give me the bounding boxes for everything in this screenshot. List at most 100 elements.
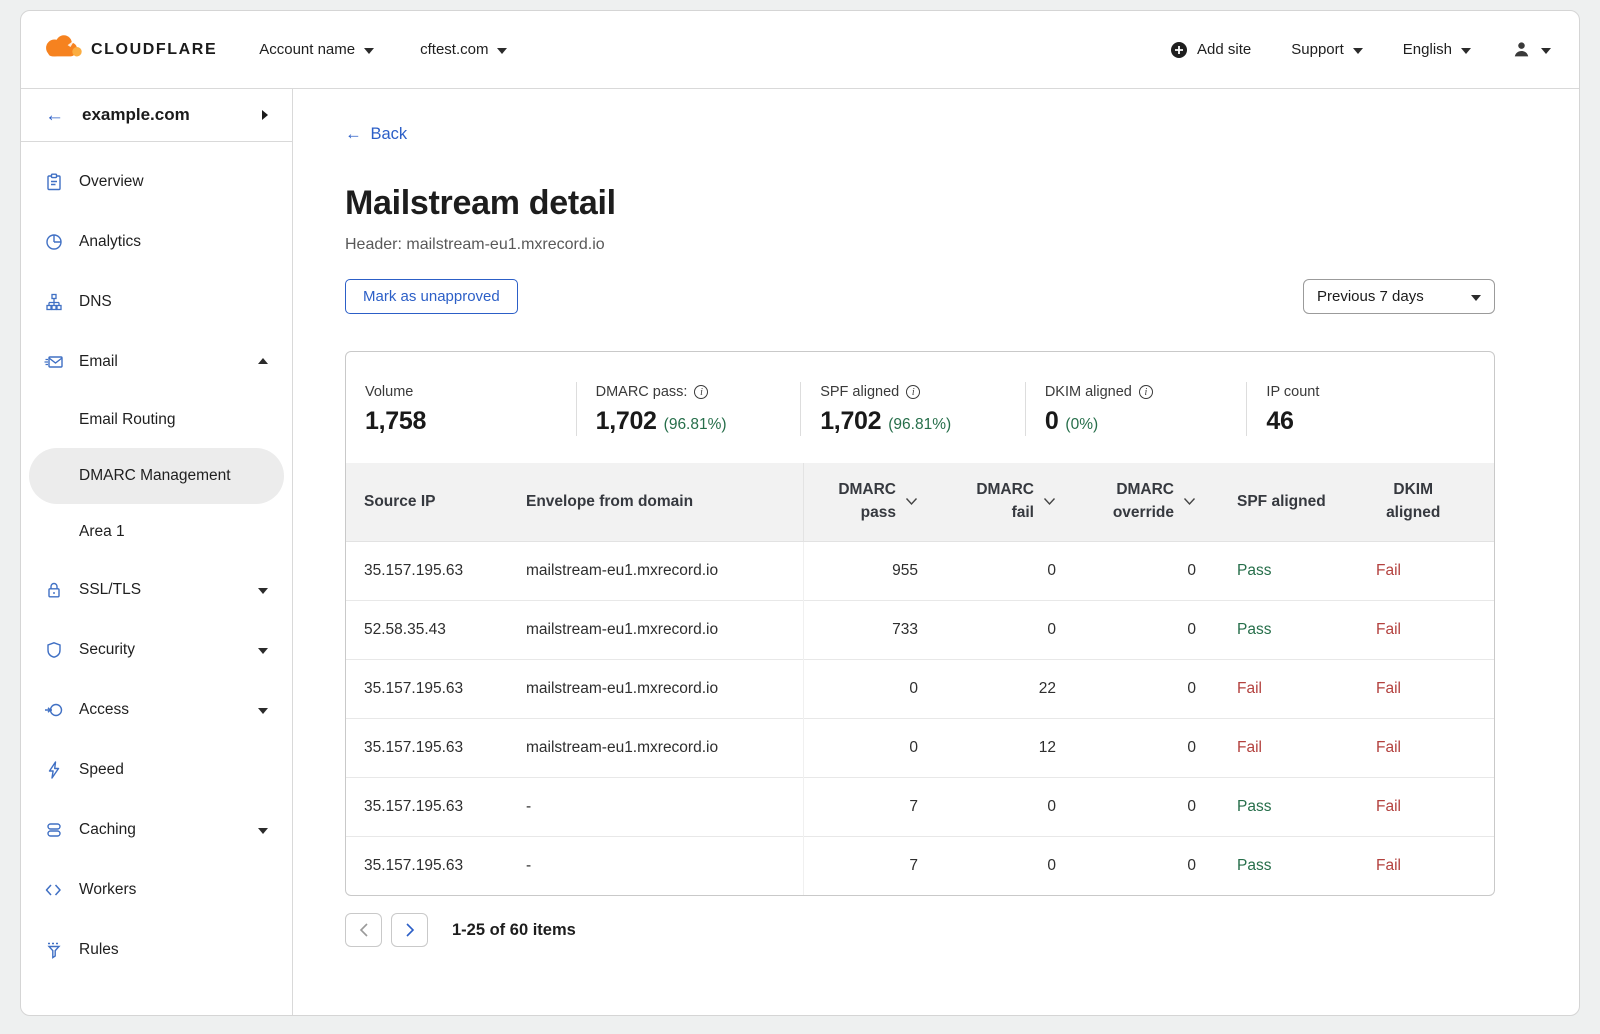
cloudflare-logo[interactable]: CLOUDFLARE (39, 32, 217, 67)
cell-dkim-aligned: Fail (1346, 776, 1494, 836)
column-header-dmarc-override[interactable]: DMARC override (1061, 463, 1201, 542)
stat-label: Volume (365, 384, 414, 400)
sidebar-item-dmarc-management[interactable]: DMARC Management (29, 448, 284, 504)
sort-icon[interactable] (905, 497, 918, 506)
stat-label: SPF aligned (820, 384, 900, 400)
sidebar-nav: Overview Analytics DNS Email Email Routing DM… (21, 142, 292, 990)
sidebar-item-rules[interactable]: Rules (29, 920, 284, 980)
sidebar-item-label: Workers (79, 881, 137, 898)
sidebar-item-label: Area 1 (79, 523, 125, 540)
sidebar-item-dns[interactable]: DNS (29, 272, 284, 332)
sidebar-item-access[interactable]: Access (29, 680, 284, 740)
info-icon[interactable]: i (694, 385, 709, 399)
cell-spf-aligned: Pass (1237, 561, 1272, 579)
sidebar-item-label: Rules (79, 941, 119, 958)
sort-icon[interactable] (1043, 497, 1056, 506)
clipboard-icon (43, 171, 65, 193)
cell-dmarc-pass: 0 (803, 658, 923, 718)
stat-value: 46 (1266, 407, 1294, 435)
sidebar-item-overview[interactable]: Overview (29, 152, 284, 212)
table-row: 35.157.195.63-7 0 0 Pass Fail (346, 776, 1494, 836)
info-icon[interactable]: i (1138, 385, 1153, 399)
cache-icon (43, 819, 65, 841)
cell-envelope-from: mailstream-eu1.mxrecord.io (526, 599, 804, 659)
language-menu[interactable]: English (1403, 41, 1471, 58)
chevron-right-icon (405, 923, 414, 937)
cell-envelope-from: mailstream-eu1.mxrecord.io (526, 541, 804, 600)
sidebar-item-email-routing[interactable]: Email Routing (29, 392, 284, 448)
cell-source-ip: 35.157.195.63 (346, 776, 526, 836)
period-select[interactable]: Previous 7 days (1303, 279, 1495, 314)
cell-spf-aligned: Pass (1201, 776, 1346, 836)
sidebar-item-security[interactable]: Security (29, 620, 284, 680)
cell-dmarc-fail: 0 (923, 835, 1061, 895)
chevron-right-icon (262, 110, 268, 120)
chevron-down-icon (258, 708, 268, 714)
cell-dkim-aligned: Fail (1376, 561, 1401, 579)
sidebar-item-label: Overview (79, 173, 144, 190)
sidebar-item-area-1[interactable]: Area 1 (29, 504, 284, 560)
funnel-icon (43, 939, 65, 961)
stat-ip-count: IP count 46 (1246, 382, 1494, 436)
cell-dmarc-pass: 7 (803, 776, 923, 836)
sidebar-item-label: Email Routing (79, 411, 176, 428)
user-menu[interactable] (1511, 39, 1551, 60)
pagination: 1-25 of 60 items (345, 913, 1579, 947)
stat-percent: (0%) (1065, 416, 1099, 433)
prev-page-button[interactable] (345, 913, 382, 947)
sidebar-item-caching[interactable]: Caching (29, 800, 284, 860)
support-menu[interactable]: Support (1291, 41, 1363, 58)
column-header-spf-aligned: SPF aligned (1201, 463, 1346, 542)
add-site-button[interactable]: Add site (1170, 41, 1251, 59)
chevron-down-icon (258, 828, 268, 834)
chevron-down-icon (1461, 47, 1471, 54)
cell-dmarc-override: 0 (1061, 776, 1201, 836)
envelope-icon (43, 351, 65, 373)
cell-dmarc-pass: 955 (892, 561, 918, 579)
stat-spf-aligned: SPF aligned i 1,702 (96.81%) (800, 382, 1025, 436)
cell-dmarc-override: 0 (1187, 561, 1196, 579)
account-menu[interactable]: Account name (259, 41, 375, 58)
sidebar-item-ssl-tls[interactable]: SSL/TLS (29, 560, 284, 620)
stat-label: DMARC pass: (595, 384, 688, 400)
sidebar-item-label: Access (79, 701, 129, 718)
cell-source-ip: 35.157.195.63 (346, 717, 526, 777)
cell-dmarc-fail: 0 (1047, 561, 1056, 579)
chevron-down-icon (497, 47, 508, 54)
back-link[interactable]: ← Back (345, 125, 408, 143)
stat-value: 1,758 (365, 407, 427, 435)
chevron-down-icon (364, 47, 375, 54)
sort-icon[interactable] (1183, 497, 1196, 506)
column-header-envelope-from-domain: Envelope from domain (526, 463, 804, 542)
network-icon (43, 291, 65, 313)
page-title: Mailstream detail (345, 184, 616, 222)
cell-envelope-from: - (526, 835, 804, 895)
column-header-dkim-aligned: DKIM aligned (1346, 463, 1494, 542)
sidebar-item-email[interactable]: Email (29, 332, 284, 392)
stat-value: 1,702 (820, 407, 882, 435)
sidebar-item-speed[interactable]: Speed (29, 740, 284, 800)
sidebar-item-workers[interactable]: Workers (29, 860, 284, 920)
cell-dmarc-fail: 0 (923, 776, 1061, 836)
table-row: 52.58.35.43 mailstream-eu1.mxrecord.io 733… (346, 599, 1494, 659)
chevron-down-icon (258, 588, 268, 594)
cell-spf-aligned: Pass (1201, 835, 1346, 895)
cell-dmarc-pass: 0 (803, 717, 923, 777)
sidebar-item-analytics[interactable]: Analytics (29, 212, 284, 272)
mark-as-unapproved-button[interactable]: Mark as unapproved (345, 279, 518, 314)
next-page-button[interactable] (391, 913, 428, 947)
site-menu[interactable]: cftest.com (420, 41, 508, 58)
sidebar-item-label: DMARC Management (79, 467, 231, 484)
chevron-left-icon (359, 923, 368, 937)
column-header-dmarc-pass[interactable]: DMARC pass (803, 463, 923, 542)
column-header-dmarc-fail[interactable]: DMARC fail (923, 463, 1061, 542)
shield-icon (43, 639, 65, 661)
table-row: 35.157.195.63 mailstream-eu1.mxrecord.io 0… (346, 658, 1494, 718)
bolt-icon (43, 759, 65, 781)
main-content: ← Back Mailstream detail Header: mailstr… (293, 89, 1579, 1015)
info-icon[interactable]: i (906, 385, 921, 399)
sidebar-site-header[interactable]: ← example.com (21, 89, 292, 142)
column-header-source-ip: Source IP (346, 463, 526, 542)
cell-dmarc-fail: 0 (923, 599, 1061, 659)
code-icon (43, 879, 65, 901)
